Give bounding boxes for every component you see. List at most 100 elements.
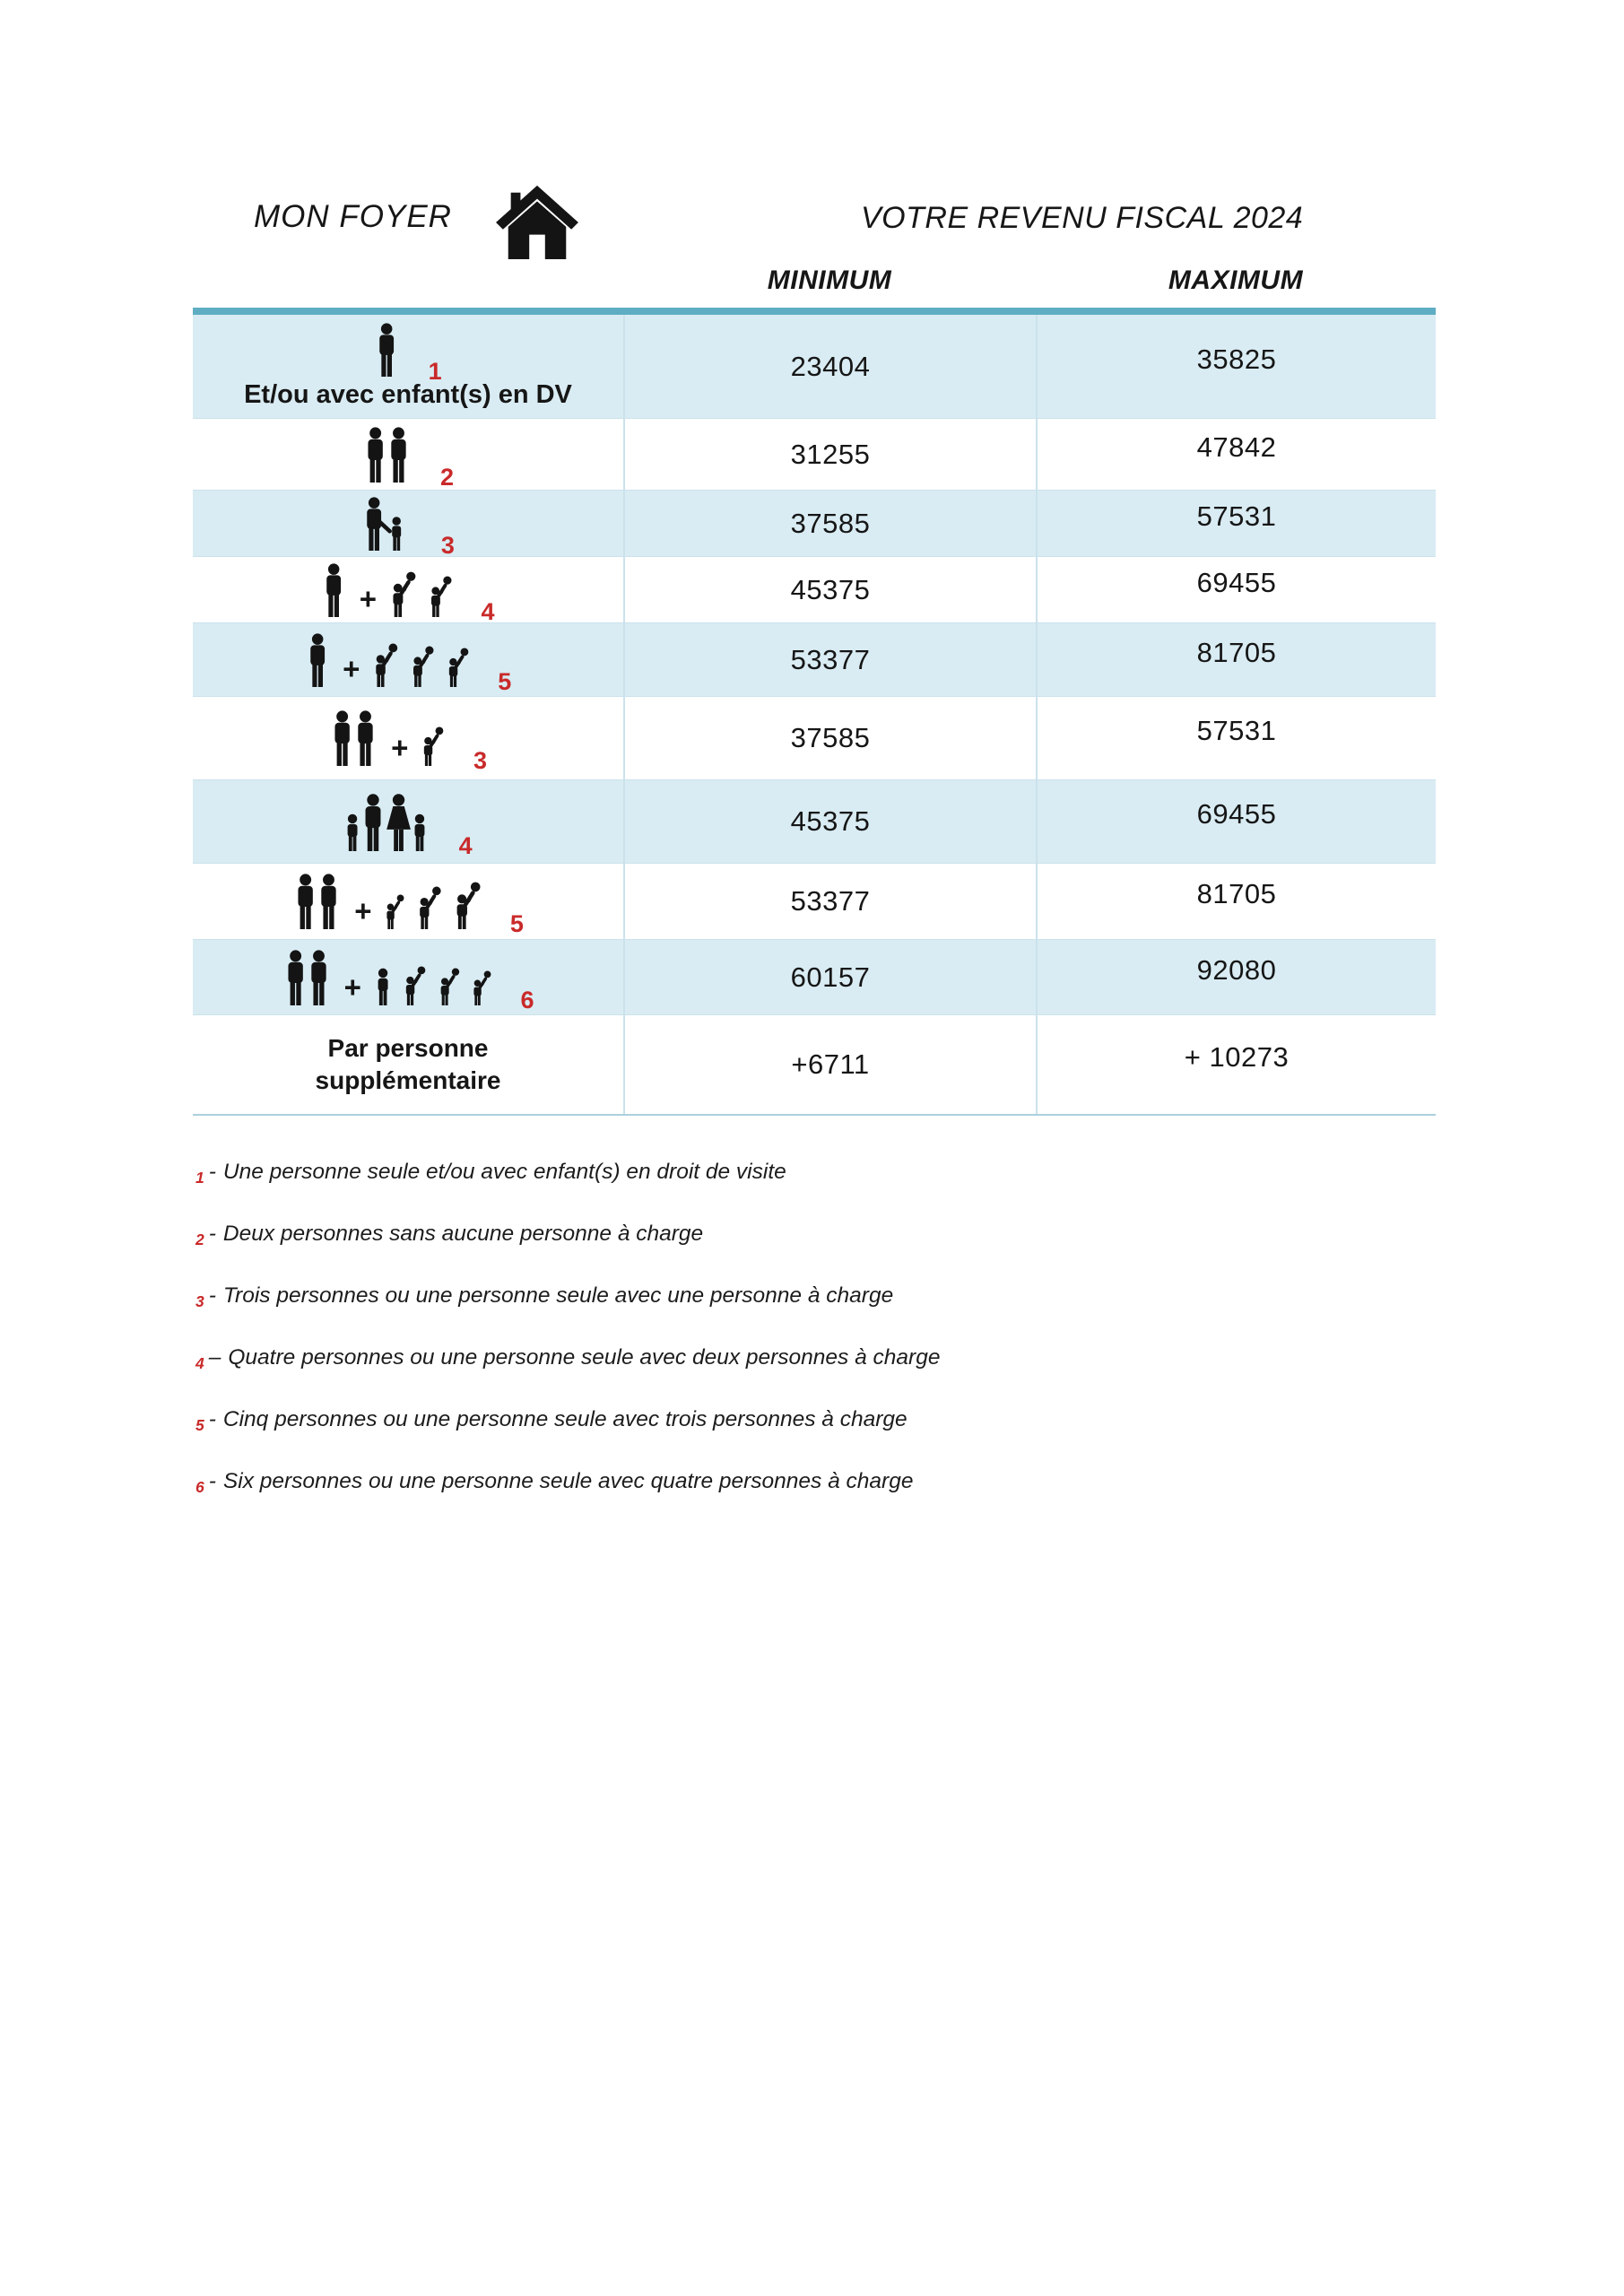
adult-icon [379, 323, 395, 377]
footnote-text: Deux personnes sans aucune personne à ch… [222, 1222, 704, 1246]
couple-icon [334, 710, 373, 766]
table-row: +6 60157 92080 [193, 940, 1436, 1015]
child-with-balloon-icon [424, 726, 444, 766]
footnote: 5- Cinq personnes ou une personne seule a… [195, 1406, 1182, 1434]
household-cell: +4 [193, 557, 623, 623]
family-of-four-icon [347, 794, 425, 851]
household-size-badge: 3 [473, 747, 487, 774]
max-value: 81705 [1036, 623, 1436, 696]
household-icon: 1 [374, 323, 442, 384]
household-icon: +4 [321, 562, 495, 623]
max-value: 35825 [1036, 315, 1436, 418]
table-row: 2 31255 47842 [193, 419, 1436, 491]
min-value: +6711 [623, 1015, 1036, 1114]
table-row: +3 37585 57531 [193, 697, 1436, 780]
plus-sign: + [354, 894, 372, 927]
footnote-number: 3 [195, 1292, 204, 1310]
footnote: 6- Six personnes ou une personne seule av… [195, 1468, 1182, 1496]
household-size-badge: 4 [458, 832, 473, 859]
table-row: Par personne supplémentaire +6711 + 1027… [193, 1015, 1436, 1114]
household-cell: 4 [193, 780, 623, 863]
household-cell: 2 [193, 419, 623, 490]
plus-sign: + [343, 970, 361, 1004]
plus-sign: + [343, 651, 360, 685]
child-with-balloon-icon [440, 967, 459, 1005]
child-with-balloon-icon [393, 571, 416, 617]
footnote-separator: - [208, 1469, 216, 1493]
child-with-balloon-icon [448, 647, 469, 687]
household-icon: +3 [329, 710, 487, 773]
max-value: 69455 [1036, 557, 1436, 622]
min-value: 31255 [623, 419, 1036, 490]
footnote-text: Une personne seule et/ou avec enfant(s) … [222, 1160, 786, 1184]
plus-sign: + [391, 731, 409, 764]
min-value: 53377 [623, 864, 1036, 939]
adult-with-child-icon [367, 496, 402, 551]
household-icon: +5 [292, 874, 524, 936]
min-value: 53377 [623, 623, 1036, 696]
footnote-text: Trois personnes ou une personne seule av… [222, 1283, 894, 1308]
plus-sign: + [359, 581, 378, 615]
table-row: 3 37585 57531 [193, 491, 1436, 557]
footnote-separator: – [208, 1345, 221, 1370]
column-header-minimum: MINIMUM [767, 265, 892, 295]
min-value: 23404 [623, 315, 1036, 418]
table-row: +4 45375 69455 [193, 557, 1436, 623]
min-value: 37585 [623, 697, 1036, 779]
min-value: 45375 [623, 780, 1036, 863]
row-label: Par personne supplémentaire [315, 1033, 501, 1094]
household-icon: 4 [343, 792, 473, 858]
footnotes: 1- Une personne seule et/ou avec enfant(s… [195, 1159, 1182, 1530]
child-with-balloon-icon [376, 643, 398, 687]
couple-icon [287, 949, 326, 1005]
household-cell: +5 [193, 864, 623, 939]
table-row: +5 53377 81705 [193, 623, 1436, 697]
footnote-number: 4 [195, 1354, 204, 1372]
max-value: 92080 [1036, 940, 1436, 1014]
footnote-number: 1 [195, 1169, 204, 1187]
footnote-number: 2 [195, 1231, 204, 1248]
couple-icon [298, 874, 336, 929]
footnote: 1- Une personne seule et/ou avec enfant(s… [195, 1159, 1182, 1187]
child-icon [378, 968, 388, 1005]
min-value: 45375 [623, 557, 1036, 622]
household-cell: +3 [193, 697, 623, 779]
home-icon [496, 185, 578, 260]
min-value: 60157 [623, 940, 1036, 1014]
adult-icon [310, 632, 325, 687]
income-table: 1 Et/ou avec enfant(s) en DV 23404 35825… [193, 308, 1436, 1116]
min-value: 37585 [623, 491, 1036, 556]
column-header-maximum: MAXIMUM [1168, 265, 1304, 295]
max-value: 69455 [1036, 780, 1436, 863]
table-row: 1 Et/ou avec enfant(s) en DV 23404 35825 [193, 315, 1436, 419]
household-cell: +6 [193, 940, 623, 1014]
child-with-balloon-icon [473, 970, 491, 1005]
footnote-separator: - [208, 1160, 216, 1184]
household-size-badge: 2 [440, 463, 455, 491]
child-with-balloon-icon [456, 882, 481, 929]
footnote-text: Cinq personnes ou une personne seule ave… [222, 1407, 908, 1431]
footnote-number: 6 [195, 1478, 204, 1496]
household-icon: +5 [305, 632, 511, 693]
footnote: 4– Quatre personnes ou une personne seule… [195, 1344, 1182, 1372]
child-with-balloon-icon [430, 576, 452, 617]
household-size-badge: 6 [520, 986, 534, 1013]
household-size-badge: 1 [428, 358, 442, 385]
household-cell: +5 [193, 623, 623, 696]
max-value: 81705 [1036, 864, 1436, 939]
household-icon: 2 [362, 426, 454, 489]
couple-icon [368, 426, 406, 483]
max-value: 47842 [1036, 419, 1436, 490]
household-cell: 1 Et/ou avec enfant(s) en DV [193, 315, 623, 418]
header-left-title: MON FOYER [254, 199, 452, 234]
child-with-balloon-icon [405, 965, 426, 1005]
household-icon: 3 [361, 496, 455, 557]
footnote-separator: - [208, 1283, 216, 1308]
row-caption: Et/ou avec enfant(s) en DV [244, 380, 572, 409]
household-icon: +6 [282, 949, 534, 1012]
footnote-separator: - [208, 1407, 216, 1431]
household-cell: Par personne supplémentaire [193, 1015, 623, 1114]
max-value: 57531 [1036, 491, 1436, 556]
child-with-balloon-icon [420, 886, 441, 929]
